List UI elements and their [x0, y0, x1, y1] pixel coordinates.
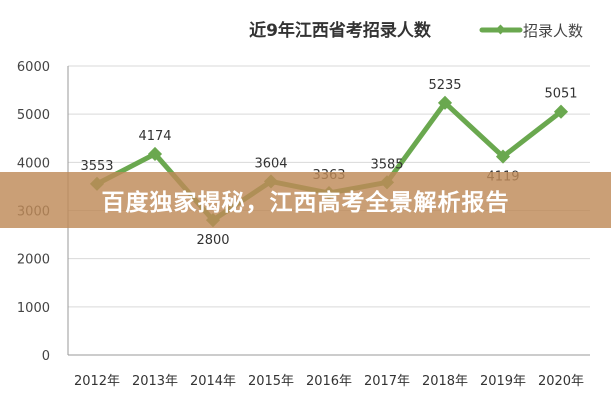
- y-tick-label: 5000: [17, 108, 50, 123]
- x-tick-label: 2012年: [74, 374, 120, 389]
- x-tick-label: 2014年: [190, 374, 236, 389]
- y-tick-label: 4000: [17, 156, 50, 171]
- data-label: 2800: [196, 233, 229, 248]
- data-point: [553, 104, 569, 119]
- data-label: 3585: [370, 157, 403, 172]
- y-tick-label: 6000: [17, 60, 50, 75]
- x-tick-label: 2013年: [132, 374, 178, 389]
- data-point: [147, 146, 163, 162]
- overlay-banner: 百度独家揭秘，江西高考全景解析报告: [0, 172, 611, 228]
- data-point: [437, 95, 453, 110]
- data-label: 5235: [428, 78, 461, 93]
- data-label: 3604: [254, 156, 287, 171]
- x-tick-label: 2017年: [364, 374, 410, 389]
- data-label: 4174: [138, 129, 171, 144]
- chart-title: 近9年江西省考招录人数: [249, 20, 432, 41]
- data-label: 5051: [544, 87, 577, 102]
- y-tick-label: 0: [42, 349, 50, 364]
- x-tick-label: 2016年: [306, 374, 352, 389]
- x-tick-label: 2020年: [538, 374, 584, 389]
- y-tick-label: 2000: [17, 253, 50, 268]
- data-point: [495, 149, 511, 164]
- y-tick-label: 1000: [17, 301, 50, 316]
- legend-label: 招录人数: [523, 22, 583, 40]
- data-label: 3553: [80, 159, 113, 174]
- legend: 招录人数: [479, 22, 583, 40]
- banner-text: 百度独家揭秘，江西高考全景解析报告: [101, 190, 510, 216]
- x-tick-label: 2015年: [248, 374, 294, 389]
- x-tick-label: 2018年: [422, 374, 468, 389]
- x-tick-label: 2019年: [480, 374, 526, 389]
